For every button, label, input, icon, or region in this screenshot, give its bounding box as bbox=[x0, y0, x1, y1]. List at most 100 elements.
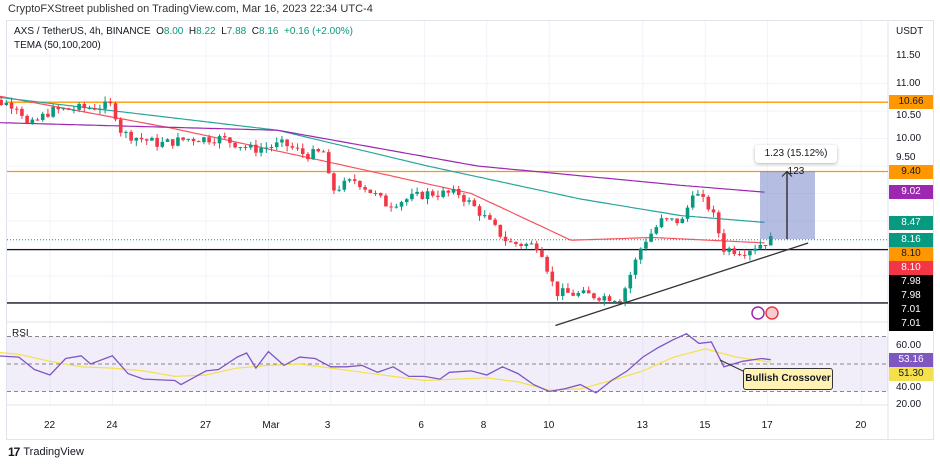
low-value: 7.88 bbox=[226, 26, 247, 37]
candle-body bbox=[758, 245, 763, 249]
time-tick: 27 bbox=[200, 420, 212, 431]
candle-body bbox=[61, 108, 66, 110]
candle-body bbox=[233, 142, 237, 148]
candle-body bbox=[524, 243, 529, 246]
rsi-ma-value-tag: 51.30 bbox=[889, 366, 933, 381]
time-tick: 20 bbox=[855, 420, 867, 431]
candle-body bbox=[300, 148, 305, 154]
candle-body bbox=[264, 147, 269, 149]
candle-body bbox=[134, 137, 139, 141]
change-value: +0.16 (+2.00%) bbox=[284, 26, 353, 37]
candle-body bbox=[467, 200, 471, 202]
candle-body bbox=[451, 188, 456, 193]
high-value: 8.22 bbox=[196, 26, 216, 37]
time-tick: 22 bbox=[44, 420, 56, 431]
candle-body bbox=[690, 195, 695, 208]
candle-body bbox=[30, 119, 35, 124]
candle-body bbox=[129, 131, 133, 141]
candle-body bbox=[389, 206, 393, 208]
candle-body bbox=[9, 102, 14, 109]
currency-label: USDT bbox=[896, 26, 924, 37]
candle-body bbox=[92, 108, 97, 110]
candle-body bbox=[139, 137, 144, 140]
candle-body bbox=[628, 274, 633, 289]
candle-body bbox=[555, 281, 560, 296]
candle-body bbox=[618, 300, 622, 302]
candle-body bbox=[160, 141, 165, 147]
rsi-band bbox=[7, 336, 888, 392]
time-tick: 24 bbox=[106, 420, 118, 431]
candle-body bbox=[228, 137, 232, 143]
candle-body bbox=[118, 119, 123, 133]
candle-body bbox=[311, 149, 315, 160]
candle-body bbox=[46, 113, 50, 117]
candle-body bbox=[332, 173, 336, 191]
candle-body bbox=[748, 250, 752, 256]
rsi-line bbox=[0, 333, 771, 394]
candle-body bbox=[124, 131, 128, 133]
candle-body bbox=[113, 103, 118, 120]
candle-body bbox=[597, 298, 601, 301]
candle-body bbox=[586, 290, 591, 294]
candle-body bbox=[394, 206, 399, 208]
candle-body bbox=[571, 292, 575, 296]
time-tick: Mar bbox=[262, 420, 280, 431]
candle-body bbox=[716, 212, 721, 234]
price-tick: 9.50 bbox=[896, 151, 916, 163]
time-tick: 3 bbox=[324, 420, 331, 431]
candle-body bbox=[696, 194, 700, 196]
candle-body bbox=[722, 233, 726, 252]
candle-body bbox=[25, 115, 29, 124]
symbol-label: AXS / TetherUS, 4h, BINANCE bbox=[14, 26, 151, 37]
candle-body bbox=[87, 108, 92, 110]
candle-body bbox=[280, 139, 284, 143]
candle-body bbox=[35, 119, 40, 121]
candle-body bbox=[633, 259, 638, 275]
candle-body bbox=[529, 243, 534, 245]
candle-body bbox=[675, 218, 679, 224]
candle-body bbox=[638, 248, 643, 260]
candle-body bbox=[763, 245, 768, 247]
candle-body bbox=[670, 218, 674, 220]
rsi-value-tag: 53.16 bbox=[889, 352, 933, 367]
indicator-label[interactable]: TEMA (50,100,200) bbox=[14, 40, 101, 51]
candle-body bbox=[368, 189, 373, 193]
candle-body bbox=[295, 147, 300, 149]
rsi-tick: 40.00 bbox=[896, 381, 922, 393]
candle-body bbox=[482, 215, 487, 217]
candle-body bbox=[316, 149, 321, 152]
candle-body bbox=[732, 248, 737, 255]
time-tick: 15 bbox=[699, 420, 711, 431]
chart-frame bbox=[6, 20, 934, 440]
candle-body bbox=[576, 293, 581, 296]
candle-body bbox=[519, 244, 523, 246]
candle-body bbox=[680, 218, 685, 224]
candle-body bbox=[238, 147, 243, 149]
price-tag: 8.47 bbox=[889, 215, 933, 230]
low-label: L bbox=[221, 26, 227, 37]
candle-body bbox=[4, 102, 9, 106]
candle-body bbox=[40, 113, 45, 120]
time-tick: 17 bbox=[761, 420, 773, 431]
candle-body bbox=[144, 139, 149, 141]
price-tag: 9.40 bbox=[889, 164, 933, 179]
candle-body bbox=[560, 288, 565, 296]
candle-body bbox=[612, 300, 617, 302]
candle-body bbox=[20, 108, 24, 116]
candle-body bbox=[191, 138, 196, 142]
tradingview-logo[interactable]: 17 TradingView bbox=[8, 445, 84, 459]
us-flag-event-icon bbox=[765, 306, 779, 320]
candle-body bbox=[290, 146, 295, 148]
candle-body bbox=[685, 207, 690, 219]
rsi-label: RSI bbox=[12, 328, 29, 339]
candle-body bbox=[488, 215, 492, 220]
candle-body bbox=[243, 147, 248, 149]
candle-body bbox=[274, 142, 279, 148]
candle-body bbox=[566, 288, 570, 293]
candle-body bbox=[165, 139, 170, 142]
candle-body bbox=[706, 196, 711, 210]
candle-body bbox=[342, 180, 347, 190]
candle-body bbox=[150, 137, 154, 141]
candle-body bbox=[352, 179, 357, 182]
